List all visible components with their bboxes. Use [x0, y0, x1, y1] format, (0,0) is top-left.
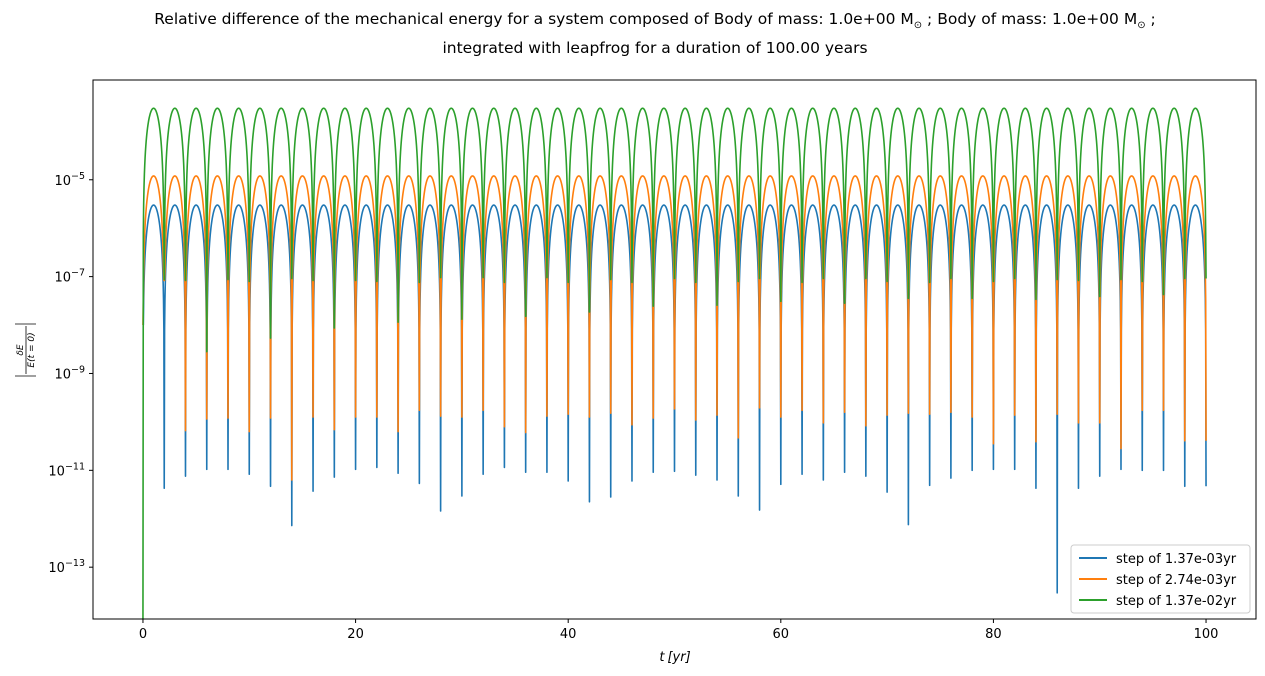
plot-frame [92, 79, 1257, 620]
y-tick-label: 10−13 [48, 558, 85, 576]
chart-title-line-2: integrated with leapfrog for a duration … [442, 39, 868, 58]
series-line-3 [142, 107, 1207, 619]
x-tick-label: 20 [347, 627, 364, 642]
legend-box [1070, 544, 1251, 614]
chart-title: Relative difference of the mechanical en… [0, 8, 1265, 60]
x-axis: 0 20 40 60 80 100 [139, 619, 1219, 642]
legend-label-1: step of 1.37e-03yr [1116, 552, 1237, 567]
sun-symbol: ⊙ [913, 20, 923, 32]
series-line-1 [142, 204, 1207, 594]
sun-symbol: ⊙ [1137, 20, 1146, 32]
x-tick-label: 0 [139, 627, 147, 642]
x-tick-label: 60 [773, 627, 790, 642]
y-axis-label: δE E(t = 0) [15, 323, 37, 377]
x-axis-label: t [yr] [659, 650, 690, 665]
legend-label-2: step of 2.74e-03yr [1116, 573, 1237, 588]
y-label-denominator: E(t = 0) [27, 332, 37, 367]
series-layer [142, 107, 1207, 619]
x-tick-label: 40 [560, 627, 577, 642]
y-tick-label: 10−9 [54, 364, 85, 382]
y-axis: 10−13 10−11 10−9 10−7 10−5 [48, 171, 93, 576]
y-tick-label: 10−5 [54, 171, 85, 189]
series-line-2 [142, 175, 1207, 481]
x-tick-label: 100 [1194, 627, 1219, 642]
legend-label-3: step of 1.37e-02yr [1116, 594, 1237, 609]
y-tick-label: 10−11 [48, 461, 85, 479]
x-tick-label: 80 [985, 627, 1002, 642]
legend: step of 1.37e-03yr step of 2.74e-03yr step… [1070, 544, 1251, 614]
chart-title-line-1: Relative difference of the mechanical en… [154, 10, 1156, 32]
y-tick-label: 10−7 [54, 268, 85, 286]
y-label-numerator: δE [16, 344, 26, 356]
